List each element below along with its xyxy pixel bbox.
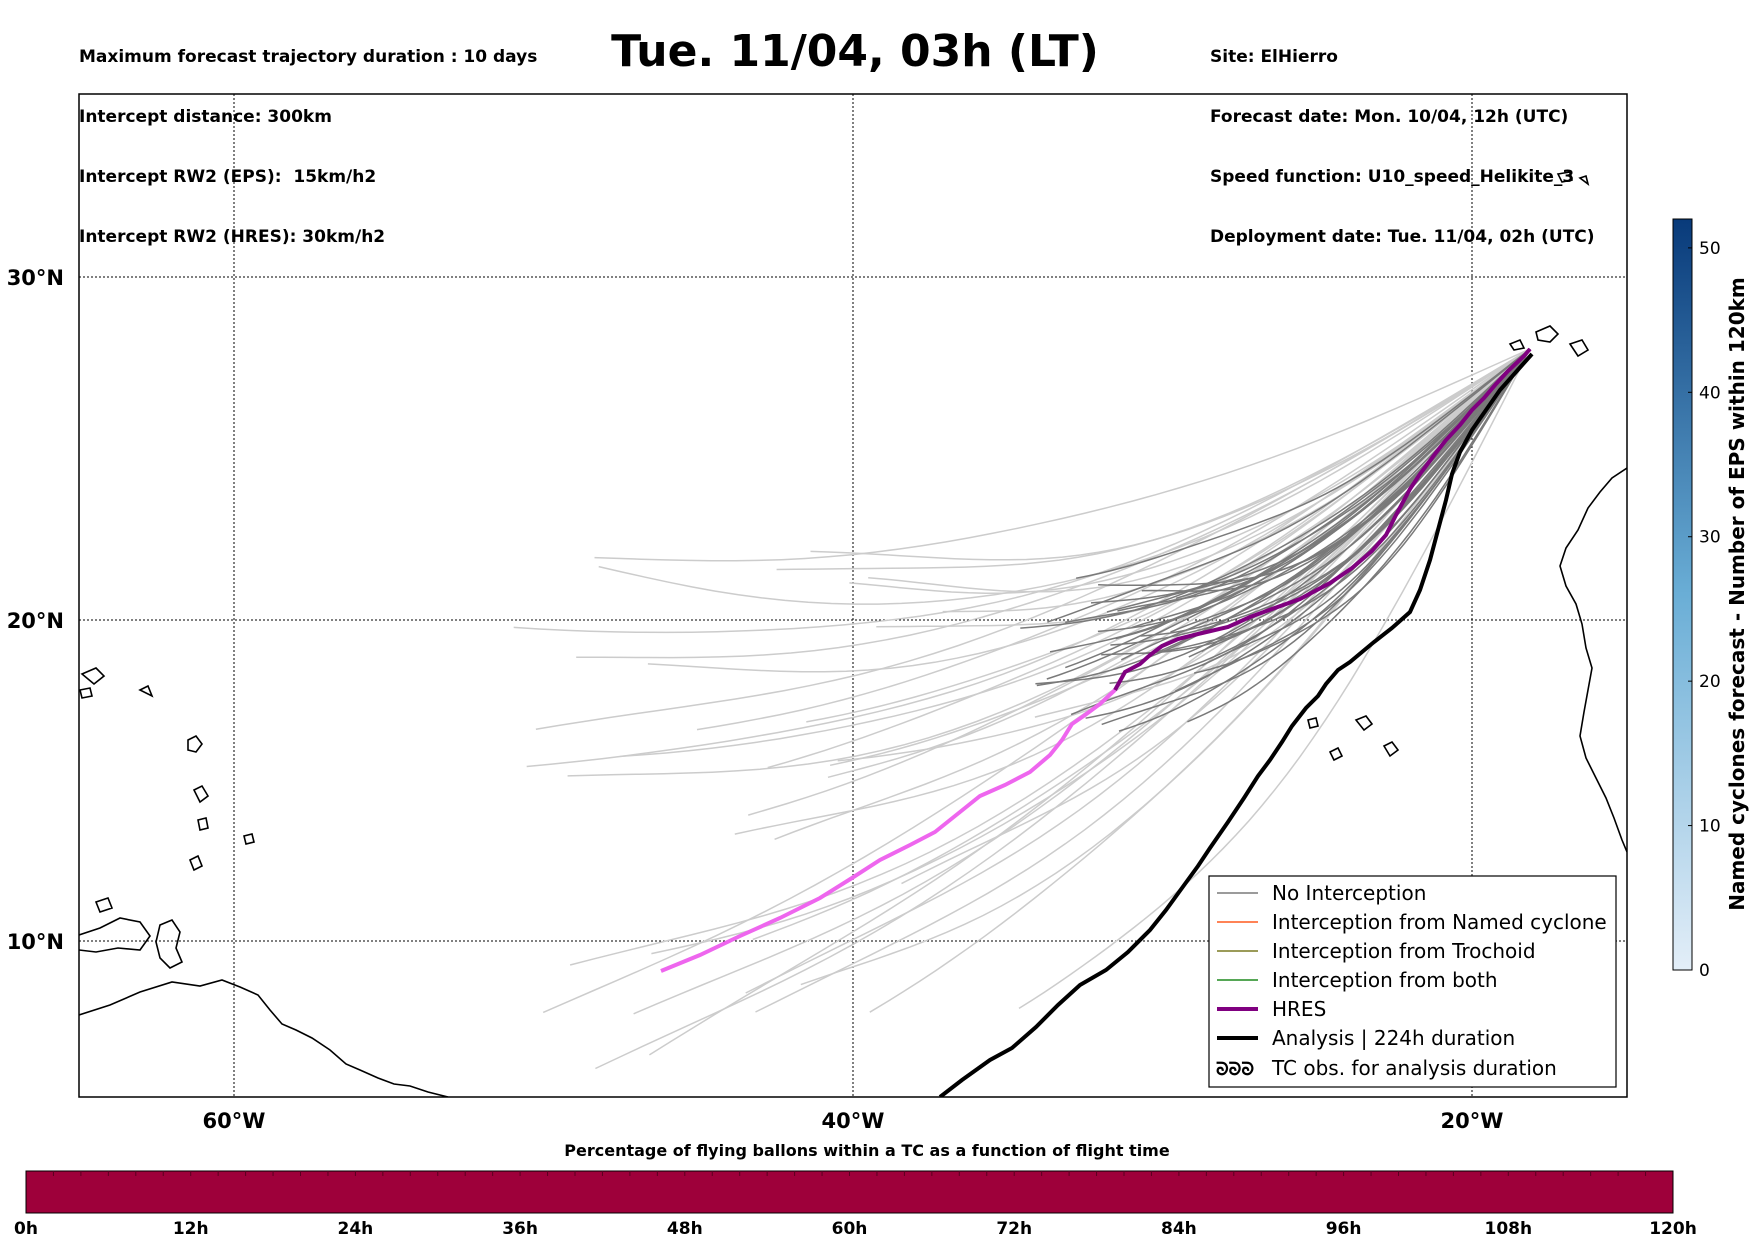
eps-trajectory-light (837, 348, 1531, 762)
eps-trajectory-light (598, 348, 1531, 605)
forecast-date-text: Forecast date: Mon. 10/04, 12h (UTC) (1210, 107, 1569, 127)
eps-trajectory-light (647, 348, 1531, 673)
intercept-eps-text: Intercept RW2 (EPS): 15km/h2 (79, 167, 377, 187)
legend-label-tc-obs: TC obs. for analysis duration (1271, 1056, 1557, 1080)
venezuela-peninsula (79, 917, 151, 953)
hres-trajectory-late (660, 688, 1117, 973)
eps-trajectory-light (594, 348, 1531, 562)
colorbar-bottom-tick-label: 48h (667, 1219, 703, 1239)
eps-trajectory (1101, 348, 1531, 656)
eps-trajectory-light (526, 348, 1531, 768)
colorbar-bottom-tick-label: 24h (338, 1219, 374, 1239)
colorbar-bottom-tick-label: 36h (502, 1219, 538, 1239)
eps-trajectory-light (776, 348, 1531, 571)
colorbar-bottom-fill (25, 1170, 1674, 1214)
eps-trajectory-light (876, 348, 1531, 628)
coastlines (79, 171, 1627, 1097)
caribbean-islands (79, 667, 255, 913)
colorbar-bottom-tick-label: 12h (173, 1219, 209, 1239)
colorbar-right-tick-label: 10 (1699, 817, 1721, 837)
eps-trajectory (1065, 348, 1531, 669)
colorbar-bottom-tick-label: 0h (14, 1219, 38, 1239)
eps-trajectories-light (513, 348, 1531, 1070)
lat-label-10: 10°N (7, 930, 64, 954)
speed-function-text: Speed function: U10_speed_Helikite_3 (1210, 167, 1575, 187)
colorbar-right-label: Named cyclones forecast - Number of EPS … (1725, 277, 1749, 911)
colorbar-bottom-tick-label: 60h (832, 1219, 868, 1239)
hres-trajectory (1113, 347, 1532, 691)
legend-label-analysis: Analysis | 224h duration (1272, 1026, 1515, 1050)
eps-trajectory-light (849, 348, 1531, 594)
africa-coast (1559, 467, 1627, 853)
eps-trajectory-light (1018, 348, 1531, 1010)
cyclone-symbol-icon: ᘐᘐᘐ (1216, 1059, 1254, 1080)
analysis-trajectory (938, 352, 1534, 1097)
colorbar-right-tick-label: 20 (1699, 672, 1721, 692)
legend-label-both: Interception from both (1272, 968, 1498, 992)
eps-trajectory (1047, 348, 1531, 623)
eps-trajectory (1075, 348, 1531, 579)
cape-verde-islands (1307, 715, 1400, 762)
lon-label-20: 20°W (1441, 1109, 1504, 1133)
colorbar-bottom-tick-label: 72h (996, 1219, 1032, 1239)
colorbar-right-tick-label: 0 (1699, 961, 1710, 981)
colorbar-bottom-tick-label: 84h (1161, 1219, 1197, 1239)
map-frame (78, 93, 1628, 1098)
lat-label-20: 20°N (7, 609, 64, 633)
map-title: Tue. 11/04, 03h (LT) (611, 26, 1099, 77)
lon-label-60: 60°W (203, 1109, 266, 1133)
eps-trajectory-light (767, 348, 1531, 769)
colorbar-bottom-title: Percentage of flying ballons within a TC… (564, 1141, 1170, 1160)
eps-trajectory (1020, 348, 1531, 629)
south-america-coast (79, 979, 449, 1097)
map-legend: No Interception Interception from Named … (1208, 875, 1617, 1088)
eps-trajectory (1098, 348, 1531, 587)
legend-box (1208, 875, 1617, 1088)
eps-trajectory (1170, 348, 1531, 633)
legend-label-no-interception: No Interception (1272, 881, 1426, 905)
colorbar-right-tick-label: 40 (1699, 383, 1721, 403)
max-duration-text: Maximum forecast trajectory duration : 1… (79, 47, 538, 67)
eps-trajectory (1070, 348, 1531, 716)
trinidad-coast (155, 919, 184, 969)
lat-label-30: 30°N (7, 266, 64, 290)
colorbar-right-tick-label: 30 (1699, 528, 1721, 548)
colorbar-bottom-tick-label: 120h (1649, 1219, 1697, 1239)
eps-trajectory-light (535, 348, 1531, 730)
colorbar-bottom-tick-label: 96h (1326, 1219, 1362, 1239)
colorbar-right-tick-label: 50 (1699, 239, 1721, 259)
legend-label-hres: HRES (1272, 997, 1326, 1021)
intercept-distance-text: Intercept distance: 300km (79, 107, 332, 127)
eps-trajectory-light (649, 348, 1531, 1056)
canary-islands (1508, 325, 1590, 358)
colorbar-right-gradient (1672, 218, 1693, 971)
eps-trajectory-light (651, 348, 1531, 955)
header-right-info: Site: ElHierro Forecast date: Mon. 10/04… (1210, 7, 1595, 267)
header-left-info: Maximum forecast trajectory duration : 1… (79, 7, 537, 267)
eps-trajectory (1188, 348, 1531, 658)
intercept-hres-text: Intercept RW2 (HRES): 30km/h2 (79, 227, 386, 247)
eps-trajectory-light (696, 348, 1531, 731)
colorbar-right: 0 10 20 30 40 50 Named cyclones forecast - Nu… (1672, 218, 1749, 981)
deployment-date-text: Deployment date: Tue. 11/04, 02h (UTC) (1210, 227, 1595, 247)
site-text: Site: ElHierro (1210, 47, 1338, 67)
eps-trajectory-light (567, 348, 1531, 777)
eps-trajectory (1085, 348, 1531, 719)
eps-trajectory (1156, 348, 1531, 654)
colorbar-bottom: Percentage of flying ballons within a TC… (14, 1141, 1697, 1239)
eps-trajectory (1201, 348, 1531, 667)
madeira (1556, 171, 1590, 186)
colorbar-bottom-tick-label: 108h (1485, 1219, 1533, 1239)
lon-label-40: 40°W (822, 1109, 885, 1133)
eps-trajectory (1174, 348, 1531, 692)
legend-label-named-cyclone: Interception from Named cyclone (1272, 910, 1607, 934)
legend-label-trochoid: Interception from Trochoid (1272, 939, 1536, 963)
